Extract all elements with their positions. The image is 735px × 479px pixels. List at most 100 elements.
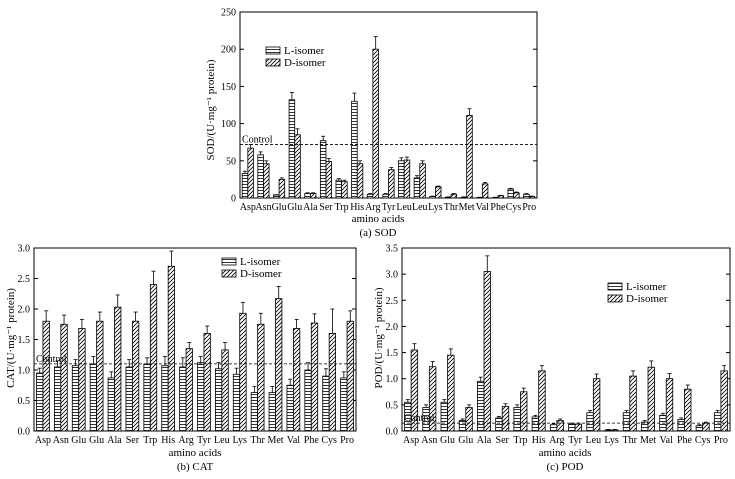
pod-bar-l <box>586 412 594 432</box>
cat-bar-l <box>214 368 223 432</box>
sod-xtick-label: Tyr <box>382 202 396 213</box>
pod-bar-l <box>458 420 467 432</box>
sod-xtick-label: Asn <box>255 202 271 213</box>
cat-xtick-label: Trp <box>143 435 157 446</box>
sod-bar-d <box>450 193 458 199</box>
pod-legend-d: D-isomer <box>626 293 668 305</box>
cat-ytick-label: 1.5 <box>18 335 31 346</box>
cat-bar-d <box>292 328 301 432</box>
cat-xtick-label: Val <box>287 435 301 446</box>
sod-bar-d <box>513 192 520 199</box>
cat-bar-d <box>96 320 104 432</box>
cat-xtick-label: Cys <box>321 435 337 446</box>
cat-bar-d <box>257 323 265 432</box>
pod-bar-d <box>611 429 619 432</box>
sod-ytick-label: 200 <box>221 45 236 56</box>
cat-bar-l <box>89 363 98 432</box>
sod-bar-l <box>382 193 389 199</box>
sod-bar-d <box>434 186 442 199</box>
sod-bar-l <box>460 196 468 199</box>
pod-ytick-label: 2.0 <box>386 322 399 333</box>
cat-bar-d <box>131 320 140 432</box>
pod-bar-l <box>677 419 685 432</box>
cat-xtick-label: Arg <box>178 435 193 446</box>
pod-bar-d <box>684 388 692 432</box>
cat-legend-swatch-d <box>221 269 237 278</box>
cat-xtick-label: Thr <box>250 435 265 446</box>
cat-bar-l <box>125 366 133 432</box>
pod-bar-d <box>465 407 473 432</box>
sod-xtick-label: Pro <box>522 202 536 213</box>
cat-bar-d <box>60 323 68 432</box>
pod-bar-l <box>513 407 521 432</box>
cat-bar-d <box>221 349 229 432</box>
pod-ytick-label: 2.5 <box>386 296 399 307</box>
sod-bar-l <box>335 179 343 199</box>
cat-xtick-label: Lys <box>232 435 247 446</box>
cat-xtick-label: Asp <box>35 435 51 446</box>
pod-control-label: Control <box>404 413 435 424</box>
sod-bar-d <box>481 183 489 199</box>
sod-ylabel: SOD/(U·mg⁻¹ protein) <box>205 59 217 160</box>
pod-ytick-label: 3.5 <box>386 244 399 255</box>
sod-bar-d <box>247 147 254 199</box>
sod-xtick-label: Cys <box>506 202 522 213</box>
cat-legend-swatch-l <box>221 257 237 266</box>
pod-ytick-label: 3.0 <box>386 270 399 281</box>
cat-bar-l <box>71 365 80 432</box>
sod-bar-l <box>257 154 264 199</box>
pod-xtick-label: Glu <box>440 435 455 446</box>
sod-xtick-label: Leu <box>396 202 412 213</box>
cat-ylabel: CAT/(U·mg⁻¹ protein) <box>5 288 17 388</box>
pod-legend-l: L-isomer <box>626 281 667 293</box>
cat-bar-d <box>78 328 86 432</box>
pod-ytick-label: 1.5 <box>386 348 399 359</box>
pod-bar-d <box>483 271 491 432</box>
sod-title: (a) SOD <box>360 227 397 239</box>
cat-bar-d <box>185 348 193 432</box>
cat-bar-l <box>161 365 169 432</box>
pod-xtick-label: Val <box>660 435 674 446</box>
pod-xtick-label: Thr <box>623 435 638 446</box>
cat-bar-l <box>340 377 348 432</box>
sod-ytick-label: 100 <box>221 119 236 130</box>
cat-xtick-label: Asn <box>53 435 69 446</box>
sod-bar-d <box>466 115 473 199</box>
cat-xtick-label: Met <box>267 435 283 446</box>
cat-title: (b) CAT <box>177 461 214 473</box>
sod-bar-d <box>419 163 426 199</box>
sod-xtick-label: Met <box>459 202 475 213</box>
pod-bar-l <box>495 417 503 432</box>
pod-xtick-label: Asn <box>421 435 437 446</box>
sod-bar-l <box>351 100 358 199</box>
sod-xtick-label: Val <box>476 202 490 213</box>
pod-bar-l <box>440 401 448 432</box>
cat-ytick-label: 1.0 <box>18 366 31 377</box>
cat-xtick-label: Phe <box>304 435 320 446</box>
pod-bar-l <box>713 412 722 432</box>
pod-xtick-label: Ser <box>496 435 510 446</box>
pod-bar-d <box>447 354 455 432</box>
pod-bar-d <box>720 370 728 432</box>
sod-bar-l <box>429 196 436 199</box>
sod-bar-l <box>319 140 327 199</box>
sod-bar-l <box>507 188 514 199</box>
cat-xtick-label: Tyr <box>197 435 211 446</box>
pod-ytick-label: 0.0 <box>386 427 399 438</box>
cat-xtick-label: Pro <box>340 435 354 446</box>
sod-xtick-label: Thr <box>444 202 459 213</box>
cat-xlabel: amino acids <box>169 447 222 459</box>
pod-ylabel: POD/(U·mg⁻¹ protein) <box>373 287 385 388</box>
pod-bar-d <box>702 422 710 432</box>
pod-bar-d <box>538 370 546 432</box>
pod-bar-d <box>520 391 528 432</box>
pod-xtick-label: Cys <box>695 435 711 446</box>
pod-ytick-label: 0.5 <box>386 400 399 411</box>
cat-xtick-label: Ser <box>126 435 140 446</box>
sod-bar-d <box>497 195 504 199</box>
cat-bar-d <box>114 306 122 432</box>
sod-xtick-label: Ala <box>303 202 318 213</box>
